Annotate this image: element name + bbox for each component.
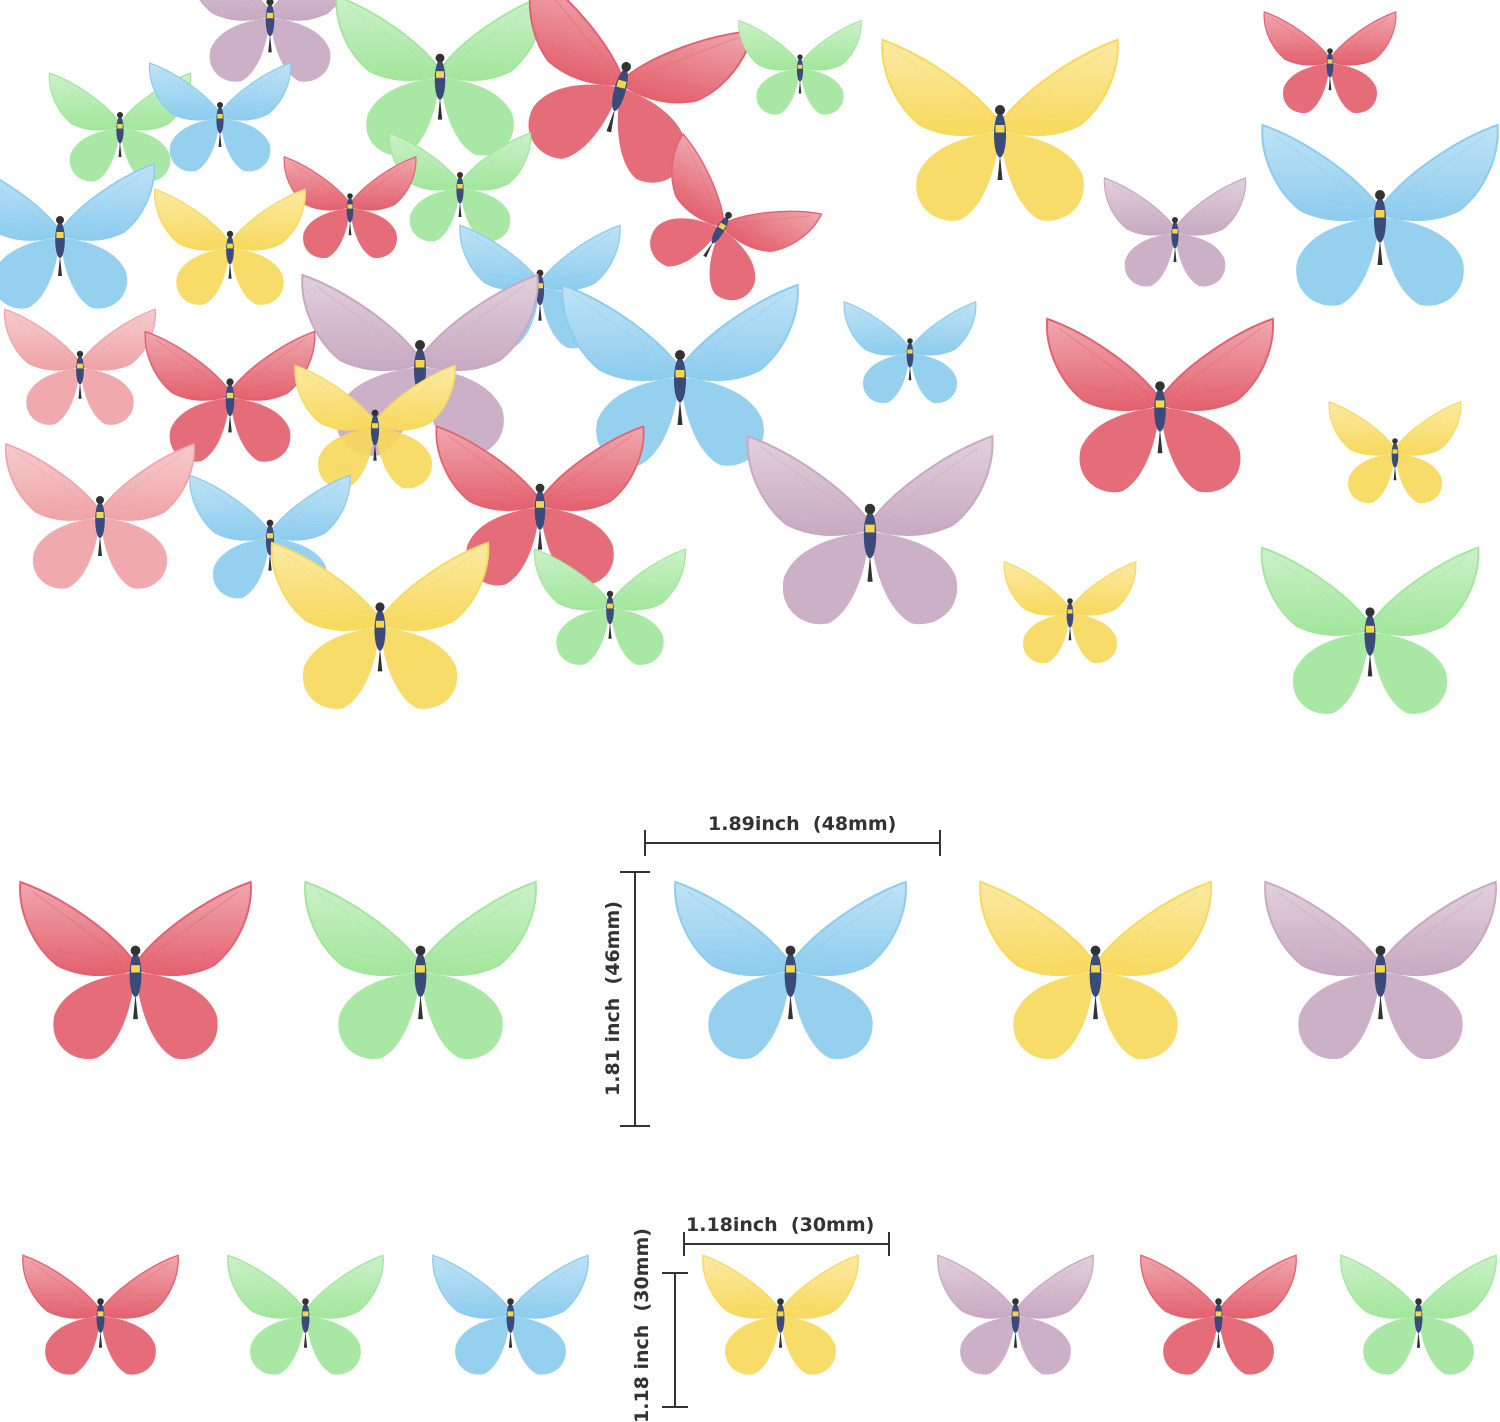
butterfly-red: [13, 877, 258, 1073]
small-width-tick-right: [888, 1232, 890, 1256]
large-width-line: [645, 842, 941, 844]
butterfly-blue: [840, 299, 980, 411]
butterfly-yellow: [1325, 399, 1465, 511]
small-height-line: [674, 1273, 676, 1408]
butterfly-red: [18, 1252, 183, 1384]
butterfly-red: [1040, 314, 1280, 506]
large-height-tick-bottom: [620, 1125, 650, 1127]
butterfly-purple: [740, 431, 1000, 639]
butterfly-blue: [145, 60, 295, 180]
butterfly-yellow: [150, 186, 310, 314]
small-width-label: 1.18inch (30mm): [686, 1214, 875, 1236]
butterfly-purple: [1258, 877, 1500, 1073]
butterfly-blue: [1255, 120, 1500, 320]
butterfly-yellow: [973, 877, 1218, 1073]
butterfly-yellow: [265, 538, 495, 722]
butterfly-green: [330, 0, 550, 168]
butterfly-green: [530, 546, 690, 674]
butterfly-purple: [933, 1252, 1098, 1384]
small-height-tick-bottom: [662, 1406, 688, 1408]
butterfly-blue: [428, 1252, 593, 1384]
small-width-line: [684, 1243, 890, 1245]
butterfly-red: [430, 422, 650, 598]
butterfly-green: [223, 1252, 388, 1384]
butterfly-red: [612, 129, 827, 332]
butterfly-blue: [668, 877, 913, 1073]
butterfly-green: [45, 70, 195, 190]
small-height-label: 1.18 inch (30mm): [631, 1228, 653, 1422]
large-width-label: 1.89inch (48mm): [708, 813, 897, 835]
large-height-line: [634, 872, 636, 1127]
large-height-tick-top: [620, 871, 650, 873]
butterfly-pink: [0, 306, 160, 434]
butterfly-green: [735, 18, 865, 122]
butterfly-yellow: [875, 35, 1125, 235]
butterfly-yellow: [1000, 559, 1140, 671]
butterfly-red: [280, 154, 420, 266]
butterfly-yellow: [698, 1252, 863, 1384]
butterfly-yellow: [290, 362, 460, 498]
large-width-tick-right: [939, 830, 941, 856]
butterfly-red: [479, 0, 761, 214]
butterfly-red: [140, 328, 320, 472]
butterfly-green: [1336, 1252, 1500, 1384]
butterfly-purple: [1100, 175, 1250, 295]
butterfly-green: [1255, 543, 1485, 727]
butterfly-red: [1260, 9, 1400, 121]
butterfly-green: [298, 877, 543, 1073]
small-width-tick-left: [683, 1232, 685, 1256]
butterfly-red: [1136, 1252, 1301, 1384]
large-height-label: 1.81 inch (46mm): [602, 901, 624, 1096]
large-width-tick-left: [644, 830, 646, 856]
butterfly-pink: [0, 440, 200, 600]
butterfly-blue: [0, 160, 160, 320]
butterfly-blue: [555, 280, 805, 480]
small-height-tick-top: [662, 1272, 688, 1274]
